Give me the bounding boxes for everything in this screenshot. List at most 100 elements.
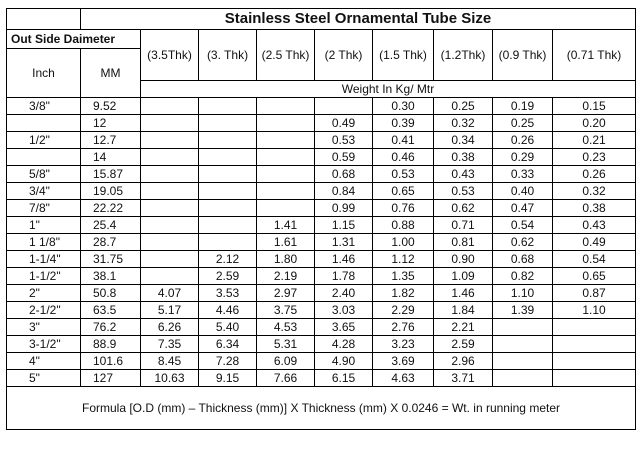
weight-cell: 5.31 <box>256 335 315 353</box>
inch-cell: 4" <box>6 352 81 370</box>
weight-cell: 0.32 <box>552 182 636 200</box>
weight-cell: 7.66 <box>256 369 315 387</box>
weight-cell: 0.41 <box>372 131 434 149</box>
inch-cell: 3" <box>6 318 81 336</box>
weight-cell: 8.45 <box>140 352 199 370</box>
column-header: (3.5Thk) <box>140 29 199 81</box>
weight-cell <box>492 318 553 336</box>
column-header: (2 Thk) <box>314 29 373 81</box>
weight-cell: 0.43 <box>433 165 493 183</box>
weight-cell: 5.17 <box>140 301 199 319</box>
weight-cell: 0.84 <box>314 182 373 200</box>
weight-cell: 0.54 <box>492 216 553 234</box>
weight-cell: 1.41 <box>256 216 315 234</box>
weight-cell: 4.53 <box>256 318 315 336</box>
weight-cell: 1.46 <box>314 250 373 268</box>
weight-cell: 2.96 <box>433 352 493 370</box>
weight-cell <box>198 233 257 251</box>
weight-cell: 0.82 <box>492 267 553 285</box>
weight-cell <box>492 369 553 387</box>
data-row: 5/8" 15.87 0.68 0.53 0.43 0.33 0.26 <box>6 165 636 183</box>
weight-cell <box>140 250 199 268</box>
data-row: 1/2" 12.7 0.53 0.41 0.34 0.26 0.21 <box>6 131 636 149</box>
weight-cell: 0.87 <box>552 284 636 302</box>
weight-cell: 0.40 <box>492 182 553 200</box>
mm-cell: 9.52 <box>80 97 141 115</box>
outside-diameter-header: Out Side Daimeter <box>6 29 141 49</box>
column-header: (3. Thk) <box>198 29 257 81</box>
weight-cell: 0.15 <box>552 97 636 115</box>
weight-cell: 0.49 <box>314 114 373 132</box>
weight-cell: 0.53 <box>372 165 434 183</box>
weight-cell: 0.68 <box>314 165 373 183</box>
data-row: 1" 25.4 1.41 1.15 0.88 0.71 0.54 0.43 <box>6 216 636 234</box>
weight-cell <box>140 148 199 166</box>
data-row: 3" 76.2 6.26 5.40 4.53 3.65 2.76 2.21 <box>6 318 636 336</box>
mm-cell: 19.05 <box>80 182 141 200</box>
inch-cell <box>6 148 81 166</box>
title-row: Stainless Steel Ornamental Tube Size <box>6 8 636 30</box>
weight-cell: 0.65 <box>372 182 434 200</box>
weight-cell: 6.26 <box>140 318 199 336</box>
data-row: 1-1/4" 31.75 2.12 1.80 1.46 1.12 0.90 0.68 0.54 <box>6 250 636 268</box>
inch-cell: 5" <box>6 369 81 387</box>
weight-cell: 2.59 <box>198 267 257 285</box>
weight-cell <box>198 97 257 115</box>
weight-cell: 1.84 <box>433 301 493 319</box>
weight-cell: 4.28 <box>314 335 373 353</box>
weight-cell: 2.21 <box>433 318 493 336</box>
weight-cell: 0.43 <box>552 216 636 234</box>
weight-cell: 6.34 <box>198 335 257 353</box>
data-row: 7/8" 22.22 0.99 0.76 0.62 0.47 0.38 <box>6 199 636 217</box>
weight-cell <box>256 114 315 132</box>
weight-cell: 0.38 <box>552 199 636 217</box>
weight-cell <box>314 97 373 115</box>
data-row: 4" 101.6 8.45 7.28 6.09 4.90 3.69 2.96 <box>6 352 636 370</box>
mm-cell: 38.1 <box>80 267 141 285</box>
mm-cell: 14 <box>80 148 141 166</box>
weight-cell: 2.29 <box>372 301 434 319</box>
column-header: Inch <box>6 48 81 98</box>
data-row: 3/8" 9.52 0.30 0.25 0.19 0.15 <box>6 97 636 115</box>
mm-cell: 88.9 <box>80 335 141 353</box>
weight-cell: 3.53 <box>198 284 257 302</box>
weight-cell: 2.19 <box>256 267 315 285</box>
weight-cell: 1.15 <box>314 216 373 234</box>
inch-cell: 1-1/2" <box>6 267 81 285</box>
inch-cell <box>6 114 81 132</box>
weight-cell <box>256 148 315 166</box>
weight-cell: 0.21 <box>552 131 636 149</box>
weight-cell <box>552 352 636 370</box>
weight-cell: 0.25 <box>492 114 553 132</box>
data-row: 1-1/2" 38.1 2.59 2.19 1.78 1.35 1.09 0.82 0.65 <box>6 267 636 285</box>
weight-cell: 2.40 <box>314 284 373 302</box>
weight-cell: 1.61 <box>256 233 315 251</box>
weight-cell: 0.30 <box>372 97 434 115</box>
mm-cell: 31.75 <box>80 250 141 268</box>
weight-cell: 1.39 <box>492 301 553 319</box>
weight-cell: 0.90 <box>433 250 493 268</box>
weight-cell: 2.76 <box>372 318 434 336</box>
weight-cell: 0.53 <box>433 182 493 200</box>
weight-cell <box>198 148 257 166</box>
weight-cell <box>552 369 636 387</box>
weight-cell <box>140 97 199 115</box>
weight-cell: 0.47 <box>492 199 553 217</box>
weight-cell <box>256 165 315 183</box>
mm-cell: 22.22 <box>80 199 141 217</box>
weight-cell: 0.38 <box>433 148 493 166</box>
data-row: 1 1/8" 28.7 1.61 1.31 1.00 0.81 0.62 0.49 <box>6 233 636 251</box>
weight-cell: 0.62 <box>492 233 553 251</box>
inch-cell: 2-1/2" <box>6 301 81 319</box>
mm-cell: 25.4 <box>80 216 141 234</box>
weight-cell: 6.09 <box>256 352 315 370</box>
inch-cell: 3/8" <box>6 97 81 115</box>
weight-cell: 3.23 <box>372 335 434 353</box>
weight-cell: 0.46 <box>372 148 434 166</box>
weight-cell: 4.90 <box>314 352 373 370</box>
weight-cell <box>198 182 257 200</box>
weight-cell <box>552 318 636 336</box>
weight-cell: 0.39 <box>372 114 434 132</box>
mm-cell: 76.2 <box>80 318 141 336</box>
inch-cell: 3/4" <box>6 182 81 200</box>
